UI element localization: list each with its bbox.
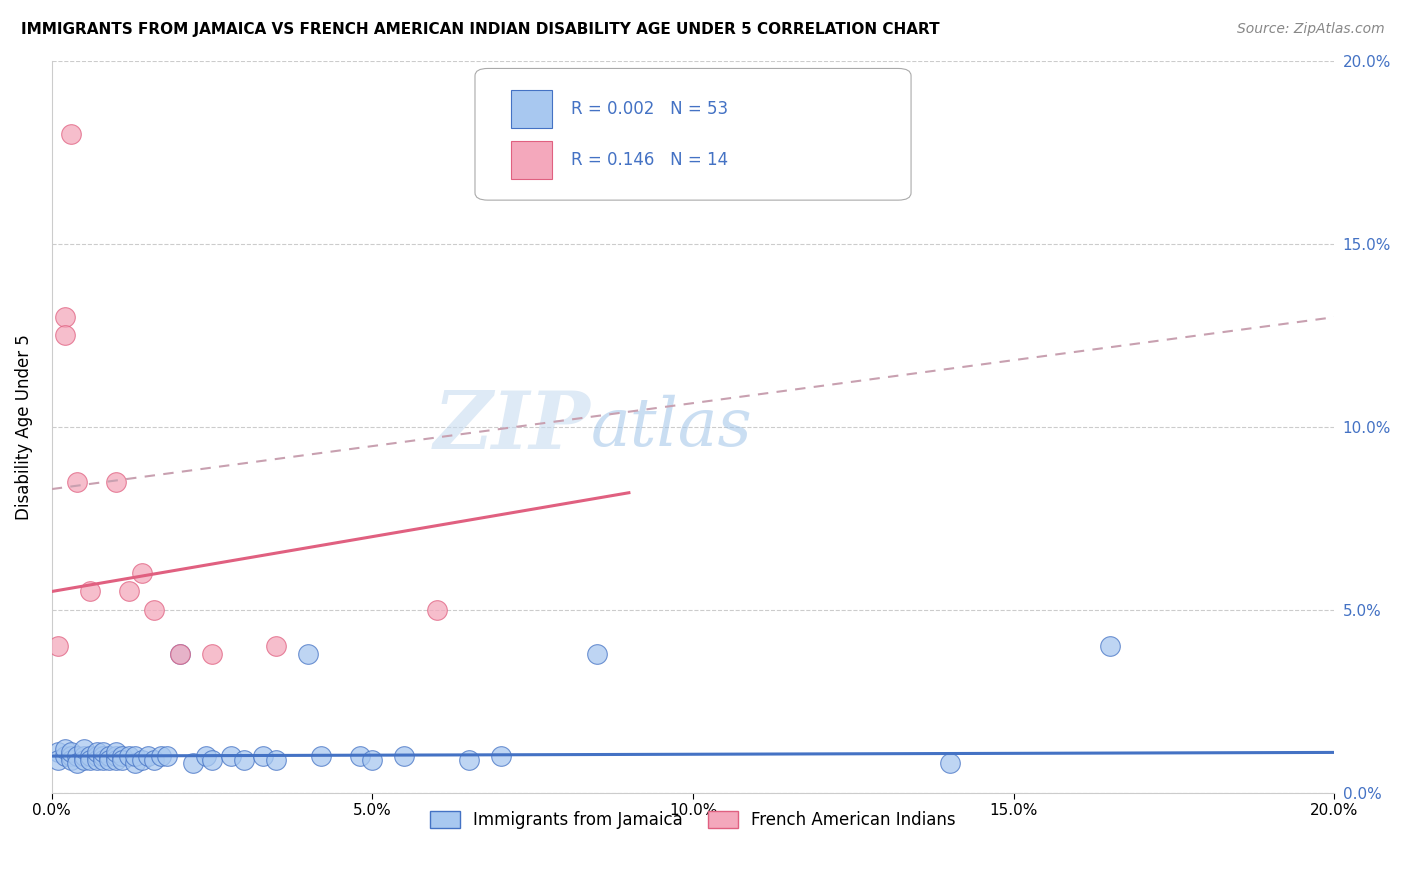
Point bbox=[73, 749, 96, 764]
Point bbox=[131, 566, 153, 581]
Point bbox=[79, 749, 101, 764]
Point bbox=[118, 584, 141, 599]
Point bbox=[46, 753, 69, 767]
Text: IMMIGRANTS FROM JAMAICA VS FRENCH AMERICAN INDIAN DISABILITY AGE UNDER 5 CORRELA: IMMIGRANTS FROM JAMAICA VS FRENCH AMERIC… bbox=[21, 22, 939, 37]
Text: R = 0.002   N = 53: R = 0.002 N = 53 bbox=[571, 101, 728, 119]
Legend: Immigrants from Jamaica, French American Indians: Immigrants from Jamaica, French American… bbox=[423, 804, 963, 836]
Point bbox=[98, 749, 121, 764]
Point bbox=[79, 753, 101, 767]
Point bbox=[53, 328, 76, 343]
Point bbox=[53, 741, 76, 756]
Point bbox=[149, 749, 172, 764]
Point bbox=[91, 746, 114, 760]
Point bbox=[1098, 640, 1121, 654]
Point bbox=[489, 749, 512, 764]
Point bbox=[66, 756, 89, 771]
Point bbox=[297, 647, 319, 661]
Point bbox=[104, 746, 127, 760]
Point bbox=[124, 749, 146, 764]
Point bbox=[59, 128, 82, 142]
Point bbox=[425, 603, 447, 617]
Point bbox=[264, 640, 287, 654]
Point bbox=[73, 741, 96, 756]
Point bbox=[73, 753, 96, 767]
Text: R = 0.146   N = 14: R = 0.146 N = 14 bbox=[571, 151, 728, 169]
Point bbox=[585, 647, 607, 661]
Point bbox=[104, 475, 127, 489]
Point bbox=[221, 749, 243, 764]
Point bbox=[194, 749, 217, 764]
Point bbox=[143, 753, 166, 767]
Point bbox=[91, 753, 114, 767]
Point bbox=[169, 647, 191, 661]
Point bbox=[201, 753, 224, 767]
Point bbox=[131, 753, 153, 767]
Point bbox=[136, 749, 159, 764]
Point bbox=[457, 753, 479, 767]
Point bbox=[264, 753, 287, 767]
Y-axis label: Disability Age Under 5: Disability Age Under 5 bbox=[15, 334, 32, 520]
Point bbox=[59, 749, 82, 764]
Point bbox=[53, 310, 76, 325]
Point bbox=[66, 749, 89, 764]
Point bbox=[59, 746, 82, 760]
Point bbox=[46, 640, 69, 654]
FancyBboxPatch shape bbox=[510, 90, 553, 128]
Point bbox=[86, 746, 108, 760]
Point bbox=[118, 749, 141, 764]
Point bbox=[79, 584, 101, 599]
Point bbox=[104, 749, 127, 764]
Text: atlas: atlas bbox=[591, 394, 752, 459]
Point bbox=[394, 749, 416, 764]
Point bbox=[53, 749, 76, 764]
Point bbox=[124, 756, 146, 771]
Point bbox=[46, 746, 69, 760]
Point bbox=[111, 753, 134, 767]
Point bbox=[104, 753, 127, 767]
Point bbox=[66, 475, 89, 489]
Point bbox=[938, 756, 960, 771]
Point bbox=[181, 756, 204, 771]
Point bbox=[98, 753, 121, 767]
Point bbox=[59, 753, 82, 767]
Text: ZIP: ZIP bbox=[433, 388, 591, 466]
Point bbox=[201, 647, 224, 661]
FancyBboxPatch shape bbox=[475, 69, 911, 200]
Point bbox=[349, 749, 371, 764]
Point bbox=[169, 647, 191, 661]
Point bbox=[252, 749, 274, 764]
Text: Source: ZipAtlas.com: Source: ZipAtlas.com bbox=[1237, 22, 1385, 37]
Point bbox=[156, 749, 179, 764]
FancyBboxPatch shape bbox=[510, 141, 553, 179]
Point bbox=[233, 753, 256, 767]
Point bbox=[86, 753, 108, 767]
Point bbox=[309, 749, 332, 764]
Point bbox=[86, 749, 108, 764]
Point bbox=[111, 749, 134, 764]
Point bbox=[361, 753, 384, 767]
Point bbox=[143, 603, 166, 617]
Point bbox=[91, 749, 114, 764]
